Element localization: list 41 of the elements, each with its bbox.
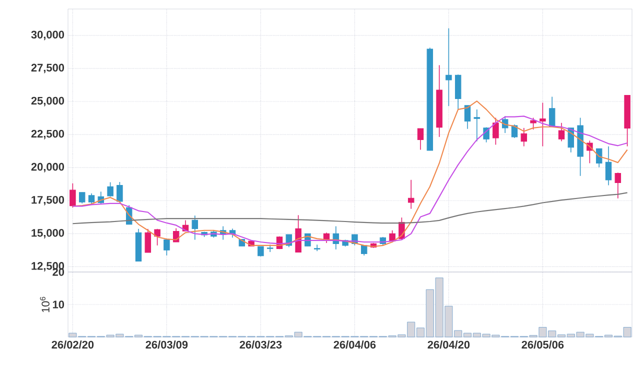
y-tick-label: 22,500: [31, 130, 64, 140]
candlestick: [464, 105, 471, 130]
candlestick: [417, 128, 424, 150]
candlestick: [530, 117, 536, 130]
candlestick: [511, 124, 518, 138]
y-tick-label: 10: [52, 300, 64, 308]
candlestick: [314, 244, 320, 252]
y-axis-title: 10$^{6}$: [40, 296, 50, 312]
candlestick: [605, 146, 612, 186]
y-tick-label: 15,000: [32, 229, 64, 238]
x-tick-label: 26/04/20: [428, 340, 470, 349]
candlestick: [492, 117, 499, 146]
y-tick-label: 25,000: [31, 96, 64, 106]
candlestick: [78, 192, 86, 204]
y-tick-label: 27,500: [31, 64, 64, 74]
candlestick: [474, 109, 480, 142]
y-tick-label: 30,000: [31, 30, 64, 40]
candlestick: [70, 182, 76, 208]
candlestick: [558, 122, 565, 142]
candlestick: [295, 214, 302, 253]
x-tick-label: 26/04/06: [334, 340, 376, 349]
candlestick: [192, 215, 198, 240]
x-tick-label: 26/05/06: [522, 340, 564, 349]
candlestick: [144, 228, 152, 253]
candlestick: [258, 246, 264, 257]
candlestick: [548, 96, 556, 127]
candlestick: [107, 182, 114, 198]
candlestick: [540, 102, 546, 147]
x-tick-label: 26/03/09: [146, 340, 188, 349]
candlestick: [454, 74, 462, 110]
candlestick: [520, 128, 528, 147]
candlestick: [446, 28, 452, 107]
candlestick: [614, 172, 622, 199]
candlestick: [408, 179, 414, 210]
candlestick: [164, 239, 170, 256]
candlestick: [88, 192, 95, 204]
x-tick-label: 26/03/23: [240, 340, 282, 349]
y-tick-label: 17,500: [32, 196, 64, 206]
x-tick-label: 26/02/20: [52, 340, 94, 349]
candlestick: [154, 228, 160, 246]
y-tick-label: 20,000: [31, 162, 64, 172]
